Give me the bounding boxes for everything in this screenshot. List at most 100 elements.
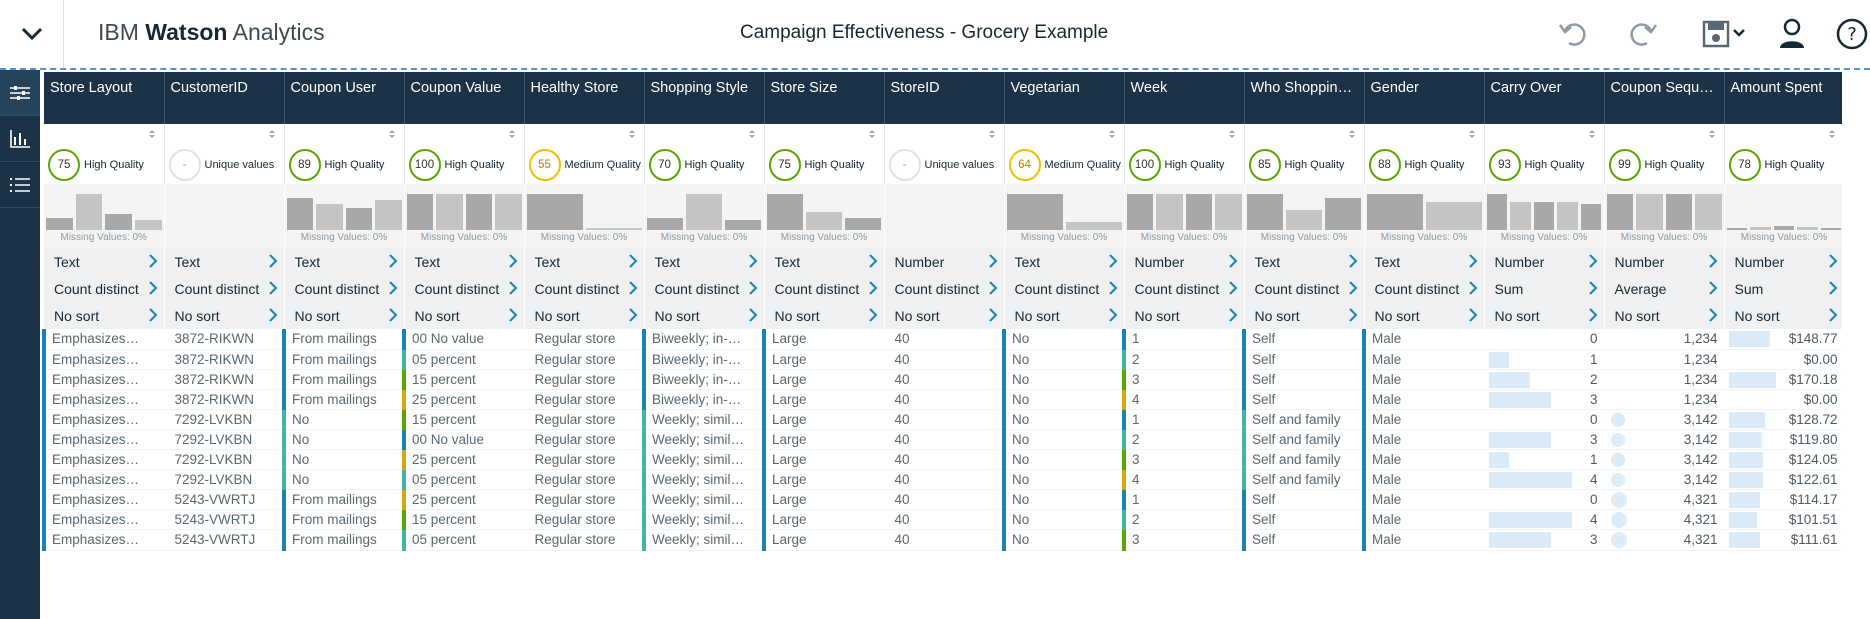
data-type-selector[interactable]: Text <box>644 248 765 275</box>
table-cell[interactable]: No <box>282 449 405 471</box>
table-cell[interactable]: $128.72 <box>1724 409 1842 430</box>
data-type-selector[interactable]: Number <box>884 248 1005 275</box>
table-cell[interactable]: $111.61 <box>1724 529 1842 551</box>
data-type-selector[interactable]: Number <box>1124 248 1245 275</box>
table-cell[interactable]: 00 No value <box>402 329 525 350</box>
table-cell[interactable]: 00 No value <box>402 429 525 451</box>
sort-handle[interactable] <box>1004 124 1125 146</box>
table-cell[interactable]: 0 <box>1484 489 1605 511</box>
data-type-selector[interactable]: Text <box>1364 248 1485 275</box>
table-cell[interactable]: No <box>1002 409 1125 430</box>
aggregation-selector[interactable]: Average <box>1604 275 1725 302</box>
table-cell[interactable]: 4 <box>1484 509 1605 531</box>
table-cell[interactable]: $119.80 <box>1724 429 1842 451</box>
table-cell[interactable]: From mailings <box>282 489 405 511</box>
table-cell[interactable]: 1 <box>1122 489 1245 511</box>
table-cell[interactable]: Large <box>762 389 885 410</box>
data-type-selector[interactable]: Text <box>284 248 405 275</box>
table-cell[interactable]: Male <box>1362 529 1485 551</box>
table-cell[interactable]: No <box>282 429 405 451</box>
table-cell[interactable]: 3,142 <box>1604 469 1725 491</box>
table-cell[interactable]: Emphasizes… <box>42 509 165 531</box>
table-cell[interactable]: Large <box>762 429 885 451</box>
aggregation-selector[interactable]: Sum <box>1484 275 1605 302</box>
data-type-selector[interactable]: Text <box>764 248 885 275</box>
table-cell[interactable]: Self <box>1242 489 1365 511</box>
column-header[interactable]: Coupon Sequ… <box>1604 72 1725 124</box>
table-cell[interactable]: Self and family <box>1242 469 1365 491</box>
sort-handle[interactable] <box>644 124 765 146</box>
redo-button[interactable] <box>1622 12 1666 56</box>
chart-view-button[interactable] <box>0 116 40 162</box>
table-cell[interactable]: 40 <box>884 529 1005 551</box>
table-cell[interactable]: No <box>1002 349 1125 370</box>
table-cell[interactable]: $170.18 <box>1724 369 1842 390</box>
table-cell[interactable]: 3 <box>1122 449 1245 471</box>
table-cell[interactable]: Male <box>1362 409 1485 430</box>
table-cell[interactable]: 5243-VWRTJ <box>164 489 285 511</box>
table-cell[interactable]: Regular store <box>524 389 645 410</box>
column-header[interactable]: Vegetarian <box>1004 72 1125 124</box>
table-cell[interactable]: Emphasizes… <box>42 389 165 410</box>
table-cell[interactable]: 40 <box>884 409 1005 430</box>
table-cell[interactable]: $0.00 <box>1724 349 1842 370</box>
sort-selector[interactable]: No sort <box>1724 302 1842 329</box>
table-cell[interactable]: Male <box>1362 489 1485 511</box>
table-cell[interactable]: Male <box>1362 389 1485 410</box>
data-type-selector[interactable]: Text <box>164 248 285 275</box>
column-header[interactable]: CustomerID <box>164 72 285 124</box>
table-cell[interactable]: From mailings <box>282 369 405 390</box>
data-type-selector[interactable]: Text <box>1244 248 1365 275</box>
table-cell[interactable]: 7292-LVKBN <box>164 449 285 471</box>
table-cell[interactable]: From mailings <box>282 389 405 410</box>
table-cell[interactable]: 5243-VWRTJ <box>164 509 285 531</box>
table-cell[interactable]: No <box>282 409 405 430</box>
sort-selector[interactable]: No sort <box>884 302 1005 329</box>
table-cell[interactable]: Self and family <box>1242 449 1365 471</box>
sort-selector[interactable]: No sort <box>1484 302 1605 329</box>
table-cell[interactable]: Emphasizes… <box>42 489 165 511</box>
sort-handle[interactable] <box>1244 124 1365 146</box>
table-cell[interactable]: 40 <box>884 349 1005 370</box>
table-cell[interactable]: Regular store <box>524 509 645 531</box>
table-cell[interactable]: 15 percent <box>402 409 525 430</box>
aggregation-selector[interactable]: Count distinct <box>524 275 645 302</box>
sort-selector[interactable]: No sort <box>164 302 285 329</box>
table-cell[interactable]: 15 percent <box>402 509 525 531</box>
table-cell[interactable]: 05 percent <box>402 529 525 551</box>
table-cell[interactable]: Self <box>1242 389 1365 410</box>
table-cell[interactable]: 40 <box>884 369 1005 390</box>
table-cell[interactable]: 3 <box>1122 529 1245 551</box>
table-cell[interactable]: Biweekly; in-… <box>642 329 765 350</box>
table-cell[interactable]: Regular store <box>524 409 645 430</box>
table-cell[interactable]: Male <box>1362 509 1485 531</box>
table-cell[interactable]: 1,234 <box>1604 329 1725 350</box>
table-cell[interactable]: Biweekly; in-… <box>642 369 765 390</box>
column-header[interactable]: Store Size <box>764 72 885 124</box>
column-header[interactable]: Week <box>1124 72 1245 124</box>
table-cell[interactable]: $114.17 <box>1724 489 1842 511</box>
table-cell[interactable]: Regular store <box>524 329 645 350</box>
table-cell[interactable]: $122.61 <box>1724 469 1842 491</box>
column-header[interactable]: Coupon User <box>284 72 405 124</box>
data-type-selector[interactable]: Text <box>1004 248 1125 275</box>
table-cell[interactable]: 3,142 <box>1604 429 1725 451</box>
table-cell[interactable]: Emphasizes… <box>42 349 165 370</box>
sort-handle[interactable] <box>884 124 1005 146</box>
table-cell[interactable]: $0.00 <box>1724 389 1842 410</box>
list-view-button[interactable] <box>0 162 40 208</box>
table-cell[interactable]: 1,234 <box>1604 349 1725 370</box>
table-cell[interactable]: Large <box>762 409 885 430</box>
table-cell[interactable]: From mailings <box>282 349 405 370</box>
table-cell[interactable]: From mailings <box>282 509 405 531</box>
table-cell[interactable]: Regular store <box>524 489 645 511</box>
table-cell[interactable]: 2 <box>1484 369 1605 390</box>
table-cell[interactable]: Self <box>1242 509 1365 531</box>
table-cell[interactable]: 3872-RIKWN <box>164 369 285 390</box>
table-cell[interactable]: Male <box>1362 369 1485 390</box>
table-cell[interactable]: $101.51 <box>1724 509 1842 531</box>
sort-selector[interactable]: No sort <box>404 302 525 329</box>
sort-selector[interactable]: No sort <box>284 302 405 329</box>
table-cell[interactable]: No <box>282 469 405 491</box>
table-cell[interactable]: Emphasizes… <box>42 529 165 551</box>
